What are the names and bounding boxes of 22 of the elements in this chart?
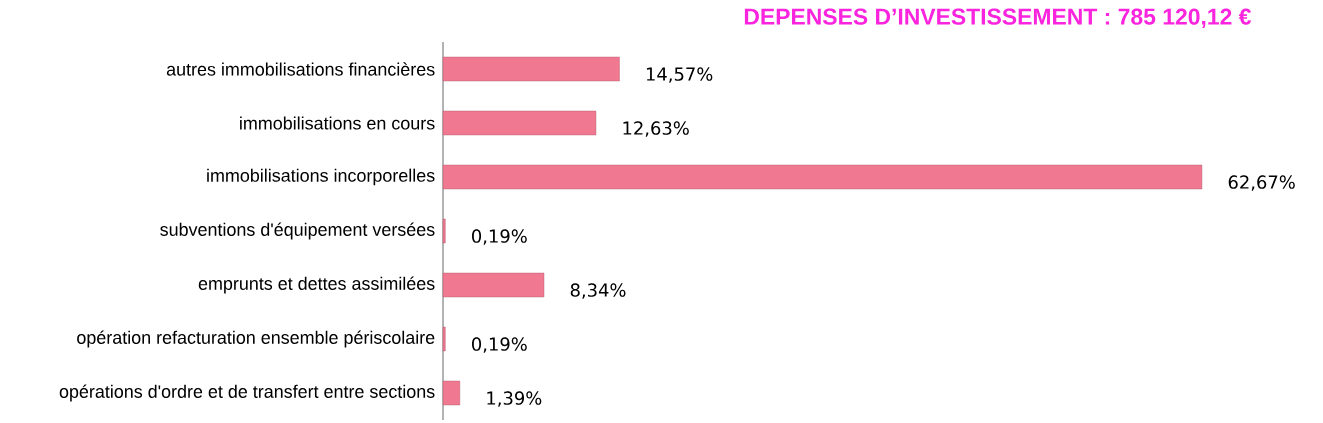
bar bbox=[442, 110, 597, 136]
data-label: 0,19% bbox=[472, 337, 527, 353]
chart-title: DEPENSES D’INVESTISSEMENT : 785 120,12 € bbox=[744, 8, 1252, 29]
y-tick-label: emprunts et dettes assimilées bbox=[198, 276, 435, 294]
data-label: 0,19% bbox=[472, 229, 527, 245]
bar bbox=[442, 164, 1203, 190]
y-tick-label: opérations d'ordre et de transfert entre sections bbox=[59, 384, 435, 402]
y-tick-label: opération refacturation ensemble périscolaire bbox=[77, 330, 435, 348]
bar bbox=[442, 380, 461, 406]
data-label: 12,63% bbox=[623, 121, 689, 137]
bar bbox=[442, 56, 620, 82]
y-tick-label: subventions d'équipement versées bbox=[160, 222, 435, 240]
data-label: 1,39% bbox=[487, 391, 542, 407]
y-tick-label: immobilisations en cours bbox=[240, 116, 435, 130]
data-label: 8,34% bbox=[570, 283, 626, 299]
data-label: 14,57% bbox=[646, 67, 713, 83]
bar bbox=[442, 272, 545, 298]
data-label: 62,67% bbox=[1228, 175, 1295, 191]
bar bbox=[442, 326, 446, 352]
y-tick-label: immobilisations incorporelles bbox=[207, 168, 435, 186]
y-tick-label: autres immobilisations financières bbox=[166, 62, 435, 76]
bar bbox=[442, 218, 446, 244]
